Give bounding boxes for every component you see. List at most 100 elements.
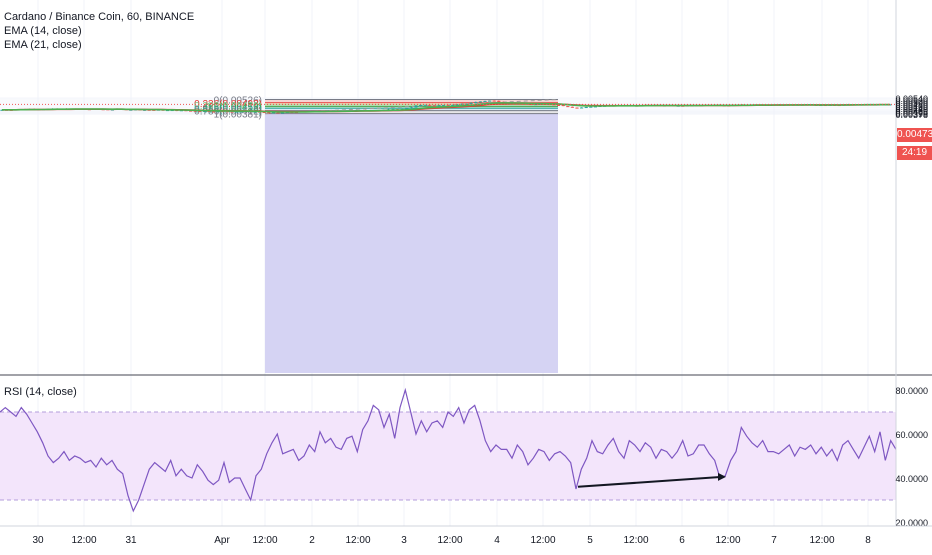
candle-body (0, 109, 4, 111)
countdown-tag: 24:19 (897, 146, 932, 160)
candle-body (262, 112, 266, 114)
candle-body (207, 110, 211, 112)
ema-lines (0, 102, 896, 113)
fibonacci-retracement: 0(0.00526)0.236(0.00492)0.382(0.00470)0.… (194, 95, 559, 374)
price-tick: 0.00460 (895, 102, 928, 112)
time-tick: 6 (679, 535, 685, 546)
candle-body (474, 101, 478, 103)
candle-body (129, 109, 133, 111)
ema14-line (2, 102, 890, 113)
time-tick: 12:00 (809, 535, 834, 546)
rsi-title: RSI (14, close) (4, 386, 77, 398)
candle-body (235, 111, 239, 113)
rsi-trendline-arrow (718, 472, 726, 481)
price-tick: 0.00440 (895, 104, 928, 114)
fib-level-label: 0.5(0.00453) (205, 103, 262, 114)
current-price-tag: 0.00473 (897, 128, 932, 142)
candle-body (465, 103, 469, 105)
candle-body (432, 105, 436, 107)
price-tick: 0.00405 (895, 107, 928, 117)
candle-body (419, 104, 423, 106)
time-tick: 12:00 (71, 535, 96, 546)
candle-body (267, 112, 271, 114)
candle-body (575, 107, 579, 109)
time-tick: 12:00 (623, 535, 648, 546)
ema21-legend: EMA (21, close) (4, 39, 82, 51)
candle-body (189, 110, 193, 112)
rsi-legend: RSI (14, close) (4, 385, 77, 399)
candle-body (455, 104, 459, 106)
time-tick: Apr (214, 535, 230, 546)
candle-body (593, 106, 597, 108)
candle-body (437, 105, 441, 107)
candle-body (589, 106, 593, 108)
candle-body (230, 111, 234, 113)
fib-level-label: 0.382(0.00470) (194, 101, 262, 112)
candle-body (423, 104, 427, 106)
candle-body (492, 100, 496, 102)
candle-body (570, 106, 574, 108)
candle-body (534, 104, 538, 106)
fib-level-label: 0(0.00526) (214, 95, 262, 106)
rsi-pane (0, 387, 897, 513)
rsi-tick: 20.0000 (895, 518, 928, 528)
rsi-line (0, 387, 897, 513)
candle-body (584, 107, 588, 109)
candle-body (428, 104, 432, 106)
price-tick: 0.00480 (895, 100, 928, 110)
time-tick: 12:00 (530, 535, 555, 546)
time-tick: 12:00 (345, 535, 370, 546)
candle-body (451, 104, 455, 106)
candle-body (202, 110, 206, 112)
price-tick: 0.00540 (895, 94, 928, 104)
candle-body (483, 100, 487, 102)
candle-body (469, 102, 473, 104)
price-tick: 0.00520 (895, 96, 928, 106)
rsi-tick: 80.0000 (895, 386, 928, 396)
price-tick: 0.00390 (895, 109, 928, 119)
chart-legend: Cardano / Binance Coin, 60, BINANCE EMA … (4, 10, 194, 52)
candle-body (446, 105, 450, 107)
price-tick: 0.00500 (895, 98, 928, 108)
price-tick: 0.00420 (895, 106, 928, 116)
candle-body (253, 111, 257, 113)
fib-level-label: 1(0.00381) (214, 110, 262, 121)
fib-zone (265, 104, 558, 107)
price-tick: 0.00378 (895, 110, 928, 120)
candle-body (212, 111, 216, 113)
candle-body (557, 104, 561, 106)
rsi-tick: 40.0000 (895, 474, 928, 484)
candle-body (414, 105, 418, 108)
time-tick: 7 (771, 535, 777, 546)
candle-body (193, 110, 197, 112)
time-tick: 3 (401, 535, 407, 546)
candle-body (566, 106, 570, 108)
rsi-trendline (577, 475, 723, 488)
candle-body (276, 112, 280, 114)
candle-body (580, 107, 584, 109)
time-tick: 30 (32, 535, 44, 546)
ema14-legend: EMA (14, close) (4, 25, 82, 37)
time-tick: 5 (587, 535, 593, 546)
candle-body (409, 107, 413, 109)
rsi-band (0, 412, 896, 500)
time-tick: 31 (125, 535, 137, 546)
time-tick: 12:00 (715, 535, 740, 546)
fib-level-label: 0.618(0.00436) (194, 104, 262, 115)
candle-body (216, 111, 220, 113)
candle-body (552, 104, 556, 106)
symbol-title: Cardano / Binance Coin, 60, BINANCE (4, 11, 195, 23)
rsi-tick: 60.0000 (895, 430, 928, 440)
candle-body (497, 100, 501, 102)
candle-body (271, 112, 275, 114)
candle-body (488, 100, 492, 102)
time-tick: 4 (494, 535, 500, 546)
candle-body (281, 112, 285, 114)
fib-zone (265, 99, 558, 103)
time-tick: 2 (309, 535, 315, 546)
time-tick: 8 (865, 535, 871, 546)
time-tick: 12:00 (437, 535, 462, 546)
